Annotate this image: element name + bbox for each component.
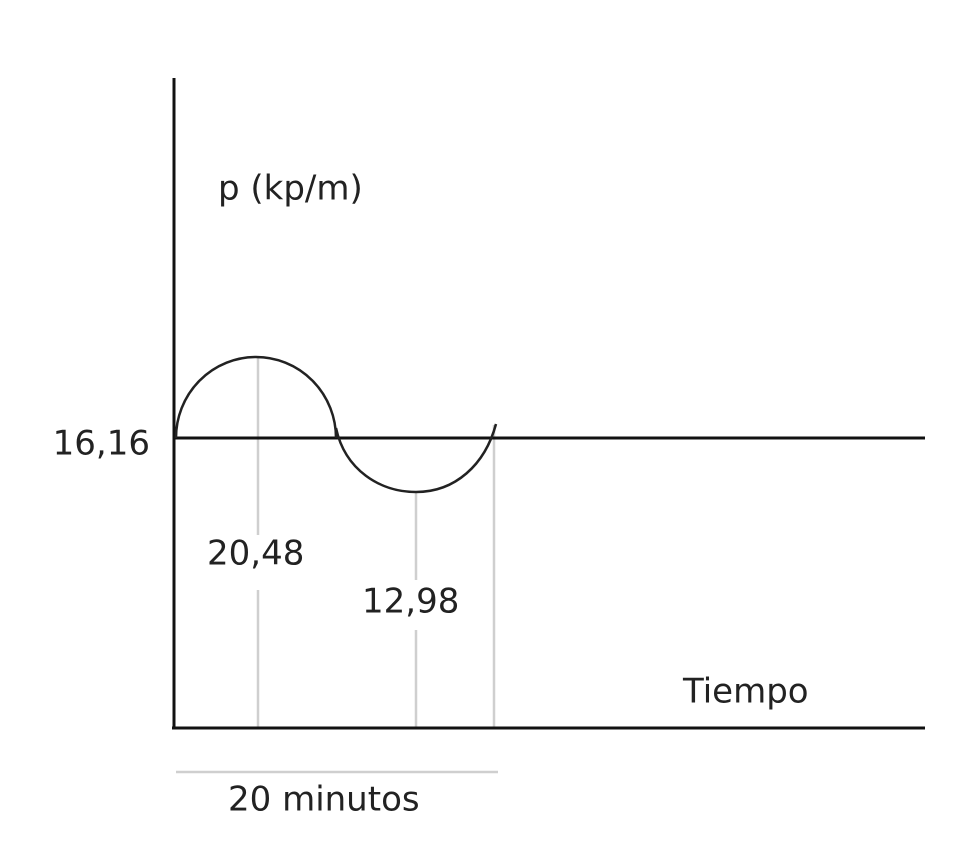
trough-label: 12,98 <box>362 582 459 622</box>
period-label: 20 minutos <box>228 780 420 820</box>
wave-crest <box>174 355 338 439</box>
x-axis-label: Tiempo <box>682 672 809 712</box>
peak-label: 20,48 <box>207 534 304 574</box>
wave-trough <box>334 423 498 494</box>
baseline-label: 16,16 <box>53 424 150 464</box>
y-axis-label: p (kp/m) <box>218 169 363 209</box>
